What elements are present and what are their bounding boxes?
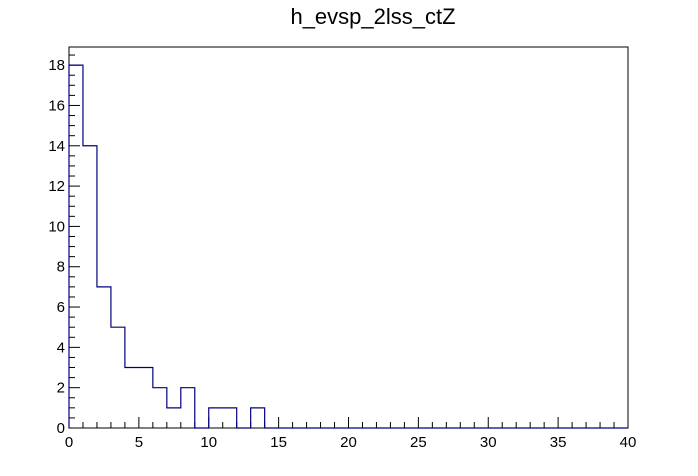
histogram-bin [153, 388, 167, 428]
x-tick-label: 10 [200, 434, 217, 451]
histogram-bin [251, 408, 265, 428]
histogram-bins [68, 64, 628, 429]
histogram-bin [209, 408, 223, 428]
x-axis: 0 5 10 15 20 25 30 35 40 [65, 417, 637, 451]
y-tick-label: 8 [57, 259, 65, 276]
x-tick-label: 40 [620, 434, 637, 451]
histogram-bin [139, 368, 153, 428]
histogram-bin [111, 327, 125, 428]
y-tick-label: 12 [48, 178, 65, 195]
x-tick-label: 5 [135, 434, 143, 451]
y-tick-label: 14 [48, 138, 65, 155]
x-tick-label: 0 [65, 434, 73, 451]
histogram-bin [223, 408, 237, 428]
x-tick-label: 25 [410, 434, 427, 451]
histogram-outline [68, 64, 628, 429]
y-tick-label: 2 [57, 380, 65, 397]
x-tick-label: 20 [340, 434, 357, 451]
y-tick-label: 10 [48, 218, 65, 235]
x-tick-label: 15 [270, 434, 287, 451]
y-tick-label: 18 [48, 57, 65, 74]
x-tick-label: 30 [480, 434, 497, 451]
histogram-bin [97, 287, 111, 428]
y-tick-label: 0 [57, 420, 65, 437]
y-tick-label: 16 [48, 97, 65, 114]
chart-title: h_evsp_2lss_ctZ [290, 4, 455, 29]
histogram-bin [181, 388, 195, 428]
histogram-bin [167, 408, 181, 428]
y-tick-label: 6 [57, 299, 65, 316]
x-tick-label: 35 [550, 434, 567, 451]
y-axis: 0 2 4 6 8 10 12 14 16 18 [48, 54, 80, 437]
histogram-bin [83, 146, 97, 428]
y-tick-label: 4 [57, 339, 65, 356]
histogram-bin [125, 368, 139, 428]
